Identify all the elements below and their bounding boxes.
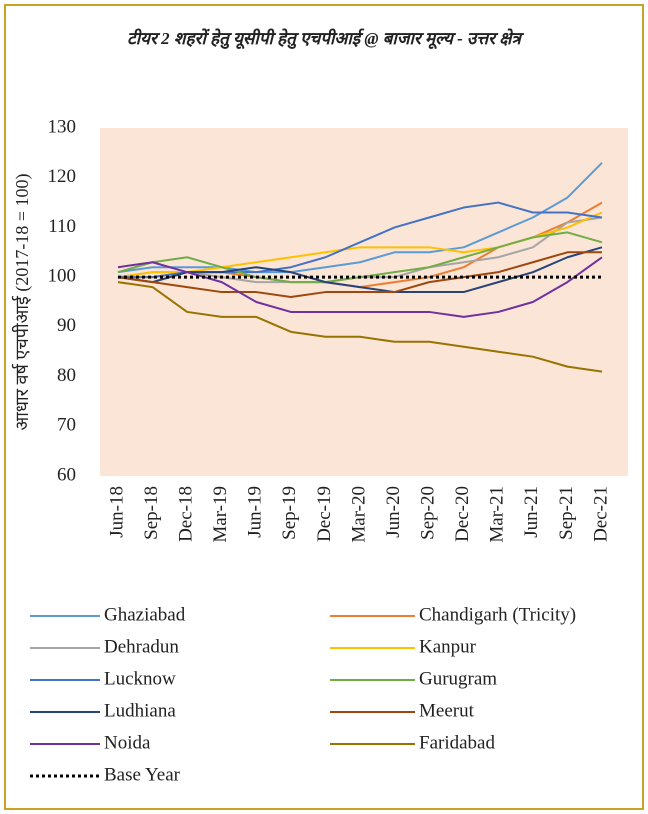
series-line [117,256,603,318]
x-tick-label: Jun-18 [106,486,127,538]
series-line [117,251,602,299]
legend-label: Base Year [104,764,181,785]
legend-label: Meerut [419,700,475,721]
x-tick-label: Sep-18 [141,486,162,540]
y-tick-label: 90 [57,315,76,336]
x-tick-label: Mar-20 [348,486,369,543]
x-tick-label: Dec-20 [452,486,473,542]
x-tick-label: Sep-20 [418,486,439,540]
plot-area [100,128,628,476]
y-axis-label: आधार वर्ष एचपीआई (2017-18 = 100) [11,173,33,430]
y-tick-label: 70 [57,415,76,436]
legend-label: Kanpur [419,636,477,657]
legend-label: Chandigarh (Tricity) [419,604,576,625]
legend-label: Dehradun [104,636,179,657]
x-tick-label: Dec-21 [590,486,611,542]
y-tick-label: 80 [57,365,76,386]
x-tick-label: Jun-20 [383,486,404,538]
x-tick-label: Jun-19 [245,486,266,538]
x-tick-label: Sep-19 [279,486,300,540]
x-tick-label: Jun-21 [521,486,542,538]
legend-label: Gurugram [419,668,497,689]
y-tick-label: 130 [48,116,77,137]
legend-label: Faridabad [419,732,495,753]
x-tick-label: Sep-21 [556,486,577,540]
series-line [117,246,603,294]
x-tick-label: Dec-18 [176,486,197,542]
legend-label: Noida [104,732,151,753]
y-tick-label: 60 [57,464,76,485]
legend-label: Ghaziabad [104,604,186,625]
legend-label: Ludhiana [104,700,176,721]
legend-label: Lucknow [104,668,176,689]
x-tick-label: Mar-21 [487,486,508,543]
series-line [117,162,603,274]
series-line [117,281,603,373]
y-tick-label: 120 [48,166,77,187]
x-tick-label: Dec-19 [314,486,335,542]
y-tick-label: 100 [48,266,77,287]
y-tick-label: 110 [48,216,76,237]
chart-title: टीयर 2 शहरों हेतु यूसीपी हेतु एचपीआई @ ब… [127,28,524,50]
x-tick-label: Mar-19 [210,486,231,543]
